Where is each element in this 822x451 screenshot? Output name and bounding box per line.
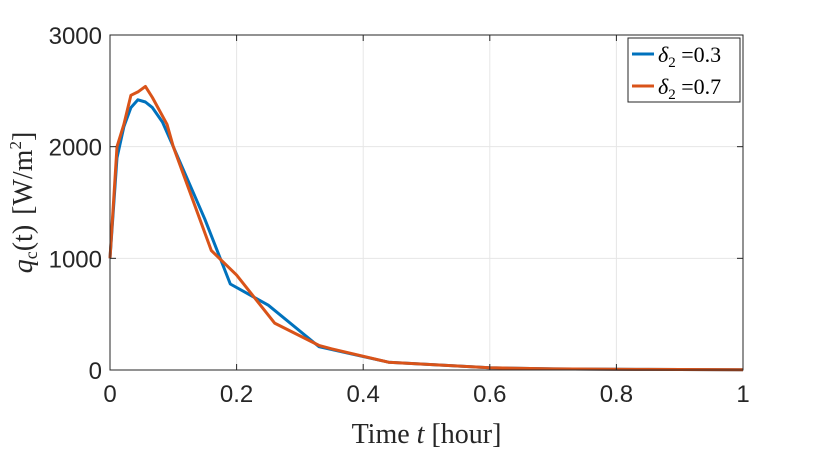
- x-axis-label-text: Time: [352, 419, 417, 450]
- plot-frame: [109, 34, 744, 371]
- grid: [110, 35, 743, 370]
- y-axis-label: qc(t) [W/m2]: [6, 132, 41, 274]
- ticks: 0 0.2 0.4 0.6 0.8 1 0 1000 2000 3000: [49, 23, 750, 408]
- y-tick-label: 1000: [49, 246, 102, 273]
- y-axis-label-unit: [W/m: [8, 149, 39, 215]
- legend-box: [627, 37, 741, 103]
- x-tick-label: 1: [736, 381, 749, 408]
- y-axis-label-close: ]: [8, 132, 39, 141]
- legend-value: =0.7: [676, 74, 721, 99]
- legend-label-1: δ2 =0.3: [658, 42, 721, 71]
- x-tick-label: 0.8: [600, 381, 633, 408]
- x-tick-label: 0.2: [220, 381, 253, 408]
- legend-symbol: δ: [658, 42, 669, 67]
- y-axis-label-sub: c: [21, 251, 41, 259]
- x-tick-label: 0.6: [473, 381, 506, 408]
- legend-symbol: δ: [658, 74, 669, 99]
- legend-value: =0.3: [676, 42, 721, 67]
- x-axis-label: Time t [hour]: [352, 419, 502, 450]
- y-axis-label-arg: (t): [8, 225, 39, 251]
- y-tick-label: 0: [89, 358, 102, 385]
- y-tick-label: 2000: [49, 135, 102, 162]
- y-tick-label: 3000: [49, 23, 102, 50]
- y-axis-label-var: q: [8, 259, 39, 273]
- x-axis-label-unit: [hour]: [424, 419, 501, 450]
- x-axis-label-var: t: [417, 419, 426, 450]
- x-tick-label: 0: [103, 381, 116, 408]
- y-axis-label-sup: 2: [6, 141, 25, 150]
- legend-label-2: δ2 =0.7: [658, 74, 721, 103]
- legend-subscript: 2: [668, 55, 676, 71]
- x-tick-label: 0.4: [347, 381, 380, 408]
- legend: δ2 =0.3δ2 =0.7: [627, 37, 741, 103]
- legend-subscript: 2: [668, 87, 676, 103]
